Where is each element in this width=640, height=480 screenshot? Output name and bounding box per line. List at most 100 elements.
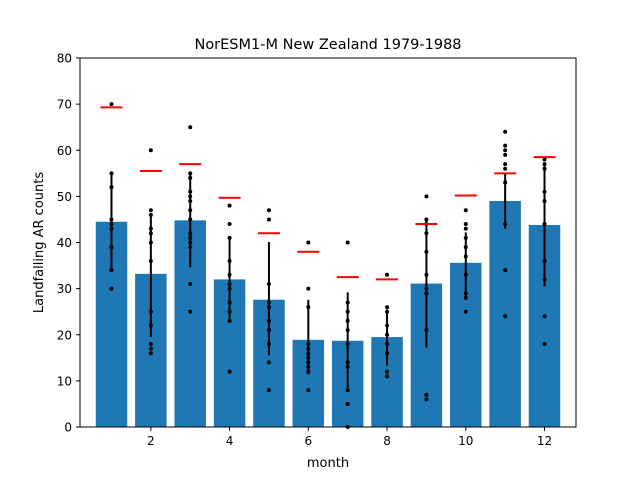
point-month-7-6	[345, 360, 350, 365]
point-month-11-1	[503, 143, 508, 148]
y-tick-label-50: 50	[57, 190, 72, 204]
point-month-11-9	[503, 314, 508, 319]
x-tick-label-2: 2	[147, 434, 155, 448]
point-month-12-3	[542, 189, 547, 194]
x-axis: 2 4 6 8 10 12	[147, 427, 552, 448]
point-month-7-5	[345, 341, 350, 346]
point-month-6-8	[306, 365, 311, 370]
point-month-4-6	[227, 286, 232, 291]
point-month-4-1	[227, 222, 232, 227]
point-month-12-2	[542, 166, 547, 171]
point-month-2-5	[148, 240, 153, 245]
point-month-9-3	[424, 231, 429, 236]
x-tick-label-6: 6	[304, 434, 312, 448]
point-month-6-5	[306, 351, 311, 356]
point-month-10-9	[463, 309, 468, 314]
point-month-6-1	[306, 286, 311, 291]
point-month-6-6	[306, 355, 311, 360]
point-month-12-9	[542, 341, 547, 346]
point-month-9-4	[424, 249, 429, 254]
point-month-1-11	[109, 286, 114, 291]
y-tick-label-30: 30	[57, 282, 72, 296]
point-month-10-0	[463, 208, 468, 213]
y-tick-label-20: 20	[57, 328, 72, 342]
point-month-7-8	[345, 388, 350, 393]
point-month-10-4	[463, 245, 468, 250]
point-month-11-3	[503, 152, 508, 157]
point-month-8-6	[385, 351, 390, 356]
point-month-2-6	[148, 258, 153, 263]
point-month-2-1	[148, 208, 153, 213]
point-month-8-1	[385, 305, 390, 310]
point-month-5-4	[266, 305, 271, 310]
point-month-9-8	[424, 328, 429, 333]
point-month-2-11	[148, 351, 153, 356]
bars-group	[95, 200, 561, 427]
point-month-4-7	[227, 300, 232, 305]
point-month-6-10	[306, 388, 311, 393]
point-month-11-8	[503, 268, 508, 273]
point-month-7-2	[345, 309, 350, 314]
point-month-12-5	[542, 222, 547, 227]
point-month-11-7	[503, 222, 508, 227]
point-month-3-6	[188, 208, 193, 213]
point-month-2-0	[148, 148, 153, 153]
point-month-9-5	[424, 272, 429, 277]
markers-group	[100, 106, 556, 281]
x-tick-label-12: 12	[537, 434, 552, 448]
point-month-2-2	[148, 212, 153, 217]
x-tick-label-10: 10	[458, 434, 473, 448]
point-month-5-8	[266, 360, 271, 365]
point-month-3-8	[188, 231, 193, 236]
point-month-1-1	[109, 171, 114, 176]
point-month-8-8	[385, 374, 390, 379]
point-month-11-6	[503, 180, 508, 185]
point-month-3-1	[188, 171, 193, 176]
point-month-10-1	[463, 222, 468, 227]
point-month-1-10	[109, 268, 114, 273]
point-month-3-10	[188, 240, 193, 245]
point-month-12-8	[542, 314, 547, 319]
point-month-12-0	[542, 157, 547, 162]
point-month-11-0	[503, 129, 508, 134]
point-month-5-7	[266, 341, 271, 346]
point-month-5-5	[266, 318, 271, 323]
point-month-9-9	[424, 392, 429, 397]
point-month-12-6	[542, 258, 547, 263]
point-month-10-7	[463, 291, 468, 296]
point-month-8-3	[385, 323, 390, 328]
x-axis-label: month	[307, 456, 349, 471]
point-month-7-3	[345, 318, 350, 323]
point-month-8-0	[385, 272, 390, 277]
point-month-3-13	[188, 309, 193, 314]
bar-month-11	[489, 200, 521, 427]
point-month-9-0	[424, 194, 429, 199]
point-month-1-4	[109, 217, 114, 222]
point-month-1-5	[109, 222, 114, 227]
point-month-6-2	[306, 305, 311, 310]
point-month-4-8	[227, 309, 232, 314]
point-month-6-7	[306, 360, 311, 365]
points-group	[109, 102, 547, 429]
point-month-4-0	[227, 203, 232, 208]
point-month-11-4	[503, 162, 508, 167]
point-month-9-7	[424, 291, 429, 296]
point-month-4-3	[227, 258, 232, 263]
point-month-3-7	[188, 217, 193, 222]
point-month-4-4	[227, 272, 232, 277]
point-month-2-9	[148, 341, 153, 346]
point-month-4-9	[227, 318, 232, 323]
point-month-2-8	[148, 323, 153, 328]
point-month-5-6	[266, 328, 271, 333]
point-month-5-0	[266, 208, 271, 213]
point-month-2-4	[148, 231, 153, 236]
point-month-2-7	[148, 309, 153, 314]
point-month-1-6	[109, 226, 114, 231]
point-month-8-2	[385, 309, 390, 314]
point-month-10-2	[463, 226, 468, 231]
point-month-3-2	[188, 175, 193, 180]
point-month-10-5	[463, 254, 468, 259]
point-month-3-5	[188, 198, 193, 203]
point-month-12-4	[542, 198, 547, 203]
point-month-3-3	[188, 189, 193, 194]
